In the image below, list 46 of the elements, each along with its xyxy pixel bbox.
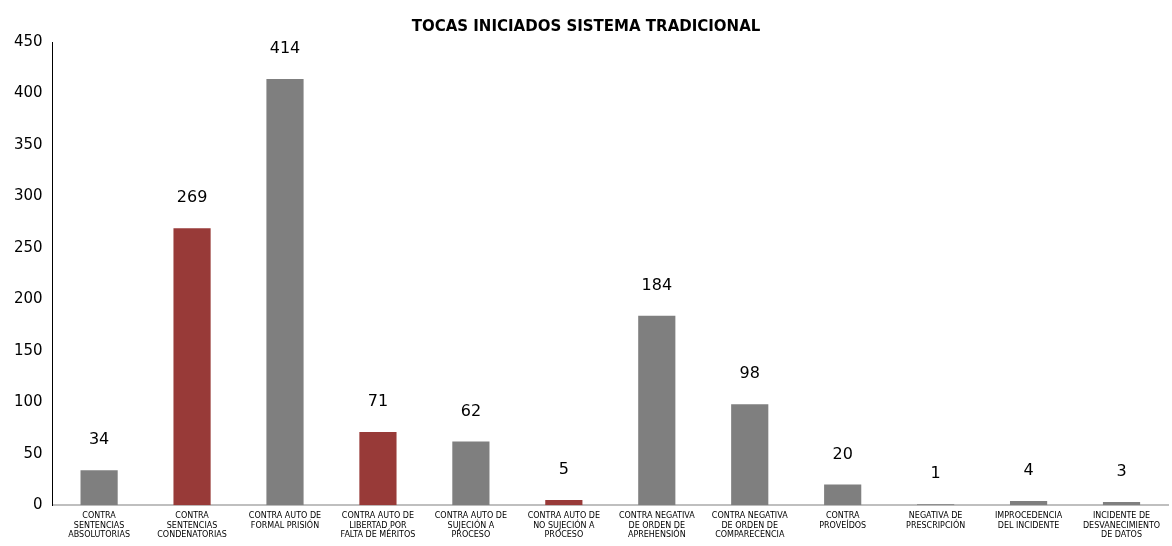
bar: [452, 441, 490, 506]
data-label: 62: [460, 400, 482, 420]
bar: [80, 470, 118, 506]
data-label: 3: [1116, 461, 1127, 481]
data-label: 184: [641, 274, 673, 294]
x-tick-label: IMPROCEDENCIA DEL INCIDENTE: [994, 511, 1063, 530]
bar: [1009, 501, 1048, 506]
data-label: 20: [832, 443, 853, 463]
bar: [545, 500, 583, 506]
data-label: 1: [930, 463, 941, 483]
y-tick-label: 400: [13, 83, 43, 102]
data-label: 414: [269, 38, 301, 58]
y-tick-label: 250: [13, 237, 43, 256]
bar: [359, 432, 397, 506]
y-tick-label: 300: [13, 186, 43, 205]
bar: [173, 228, 211, 506]
y-tick-label: 100: [13, 392, 43, 411]
x-tick-label: CONTRA SENTENCIAS CONDENATORIAS: [157, 511, 227, 540]
x-tick-label: CONTRA AUTO DE FORMAL PRISIÓN: [248, 511, 322, 530]
y-tick-label: 200: [13, 289, 43, 308]
data-label: 71: [367, 391, 389, 411]
bar: [1102, 502, 1141, 506]
x-tick-label: CONTRA AUTO DE NO SUJECIÓN A PROCESO: [527, 511, 600, 540]
y-tick-label: 150: [13, 340, 43, 359]
bar: [731, 404, 769, 506]
data-label: 5: [558, 459, 569, 479]
x-tick-label: CONTRA AUTO DE SUJECIÓN A PROCESO: [434, 511, 508, 540]
data-label: 98: [739, 363, 760, 383]
x-tick-label: CONTRA AUTO DE LIBERTAD POR FALTA DE MÉRITOS: [340, 511, 416, 540]
x-tick-label: INCIDENTE DE DESVANECIMIENTO DE DATOS: [1082, 511, 1161, 540]
x-tick-label: CONTRA NEGATIVA DE ORDEN DE APREHENSIÓN: [618, 511, 696, 540]
x-tick-label: CONTRA PROVEÍDOS: [819, 511, 867, 530]
data-label: 34: [88, 429, 110, 449]
y-tick-label: 0: [33, 495, 43, 514]
x-tick-label: CONTRA NEGATIVA DE ORDEN DE COMPARECENCIA: [711, 511, 789, 540]
x-tick-label: NEGATIVA DE PRESCRIPCIÓN: [906, 511, 966, 530]
y-tick-label: 450: [13, 31, 43, 50]
bar: [638, 315, 676, 506]
bar: [824, 484, 862, 506]
data-label: 4: [1023, 460, 1034, 480]
x-tick-label: CONTRA SENTENCIAS ABSOLUTORIAS: [68, 511, 130, 540]
chart-title: TOCAS INICIADOS SISTEMA TRADICIONAL: [411, 16, 761, 35]
y-tick-label: 350: [13, 134, 43, 153]
y-tick-label: 50: [23, 443, 43, 462]
data-label: 269: [176, 187, 208, 207]
bar: [266, 79, 304, 506]
